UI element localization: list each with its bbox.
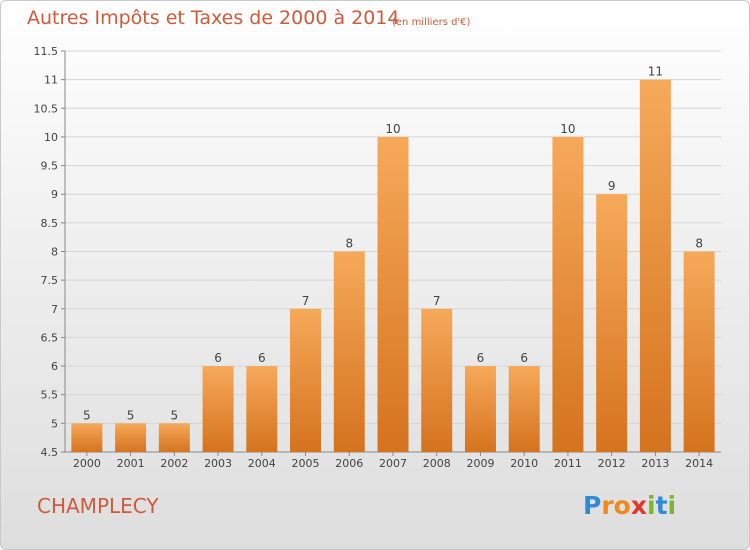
x-tick-label: 2007 [379, 457, 407, 470]
bar-value-label: 6 [214, 351, 222, 365]
y-tick-label: 9 [51, 188, 58, 201]
chart-subtitle: (en milliers d'€) [392, 17, 471, 28]
bar-2003 [202, 366, 234, 452]
x-tick-label: 2008 [423, 457, 451, 470]
logo-letter: i [647, 491, 656, 520]
x-tick-label: 2013 [641, 457, 669, 470]
y-tick-label: 6 [51, 360, 58, 373]
bar-2006 [333, 251, 365, 452]
y-tick-label: 10 [44, 131, 58, 144]
x-tick-label: 2014 [685, 457, 713, 470]
bar-value-label: 5 [171, 408, 179, 422]
y-tick-label: 4.5 [41, 446, 59, 459]
x-tick-label: 2004 [248, 457, 276, 470]
y-tick-label: 11.5 [34, 45, 59, 58]
bar-2011 [552, 136, 584, 452]
bar-2001 [115, 423, 147, 452]
bar-2005 [290, 308, 322, 452]
bar-value-label: 7 [302, 294, 310, 308]
data-labels: 5 5 5 6 6 7 8 10 7 6 6 10 9 11 8 [83, 65, 703, 423]
bar-value-label: 6 [258, 351, 266, 365]
x-tick-label: 2010 [510, 457, 538, 470]
bar-2008 [421, 308, 453, 452]
chart-title: Autres Impôts et Taxes de 2000 à 2014 [27, 7, 400, 29]
bar-2010 [508, 366, 540, 452]
bar-2009 [464, 366, 496, 452]
bar-2013 [639, 79, 671, 453]
x-tick-label: 2011 [554, 457, 582, 470]
bar-value-label: 6 [477, 351, 485, 365]
bar-value-label: 10 [385, 122, 400, 136]
x-tick-label: 2012 [598, 457, 626, 470]
bar-2012 [596, 194, 628, 452]
x-tick-label: 2001 [117, 457, 145, 470]
bar-2000 [71, 423, 103, 452]
y-tick-labels: 4.5 5 5.5 6 6.5 7 7.5 8 8.5 9 9.5 10 10.5 11 11.5 [34, 45, 59, 459]
bar-value-label: 10 [560, 122, 575, 136]
logo-letter: P [583, 491, 602, 520]
x-tick-label: 2005 [292, 457, 320, 470]
bar-value-label: 5 [127, 408, 135, 422]
bar-value-label: 5 [83, 408, 91, 422]
logo-letter: o [613, 491, 631, 520]
bar-2007 [377, 136, 409, 452]
bars [71, 79, 715, 453]
bar-value-label: 6 [520, 351, 528, 365]
x-tick-label: 2009 [466, 457, 494, 470]
bar-value-label: 8 [345, 237, 353, 251]
x-tick-label: 2006 [335, 457, 363, 470]
y-tick-label: 8 [51, 246, 58, 259]
x-tick-labels: 2000 2001 2002 2003 2004 2005 2006 2007 2008 2009… [73, 452, 713, 470]
y-tick-label: 5.5 [41, 389, 59, 402]
bar-2004 [246, 366, 278, 452]
y-tick-label: 10.5 [34, 102, 59, 115]
y-tick-label: 5 [51, 417, 58, 430]
y-tick-label: 8.5 [41, 217, 59, 230]
y-tick-label: 9.5 [41, 160, 59, 173]
x-tick-label: 2002 [160, 457, 188, 470]
bar-value-label: 7 [433, 294, 441, 308]
y-tick-label: 7.5 [41, 274, 59, 287]
bar-2002 [158, 423, 190, 452]
x-tick-label: 2000 [73, 457, 101, 470]
logo-letter: i [667, 491, 677, 520]
bar-value-label: 11 [648, 65, 663, 79]
city-name: CHAMPLECY [37, 494, 159, 518]
logo-letter: x [630, 491, 647, 520]
bar-2014 [683, 251, 715, 452]
y-tick-label: 6.5 [41, 331, 59, 344]
y-tick-label: 7 [51, 303, 58, 316]
logo-letter: t [655, 491, 668, 520]
logo-letter: r [601, 491, 614, 520]
y-tick-label: 11 [44, 74, 58, 87]
x-tick-label: 2003 [204, 457, 232, 470]
bar-value-label: 8 [695, 237, 703, 251]
bar-value-label: 9 [608, 179, 616, 193]
